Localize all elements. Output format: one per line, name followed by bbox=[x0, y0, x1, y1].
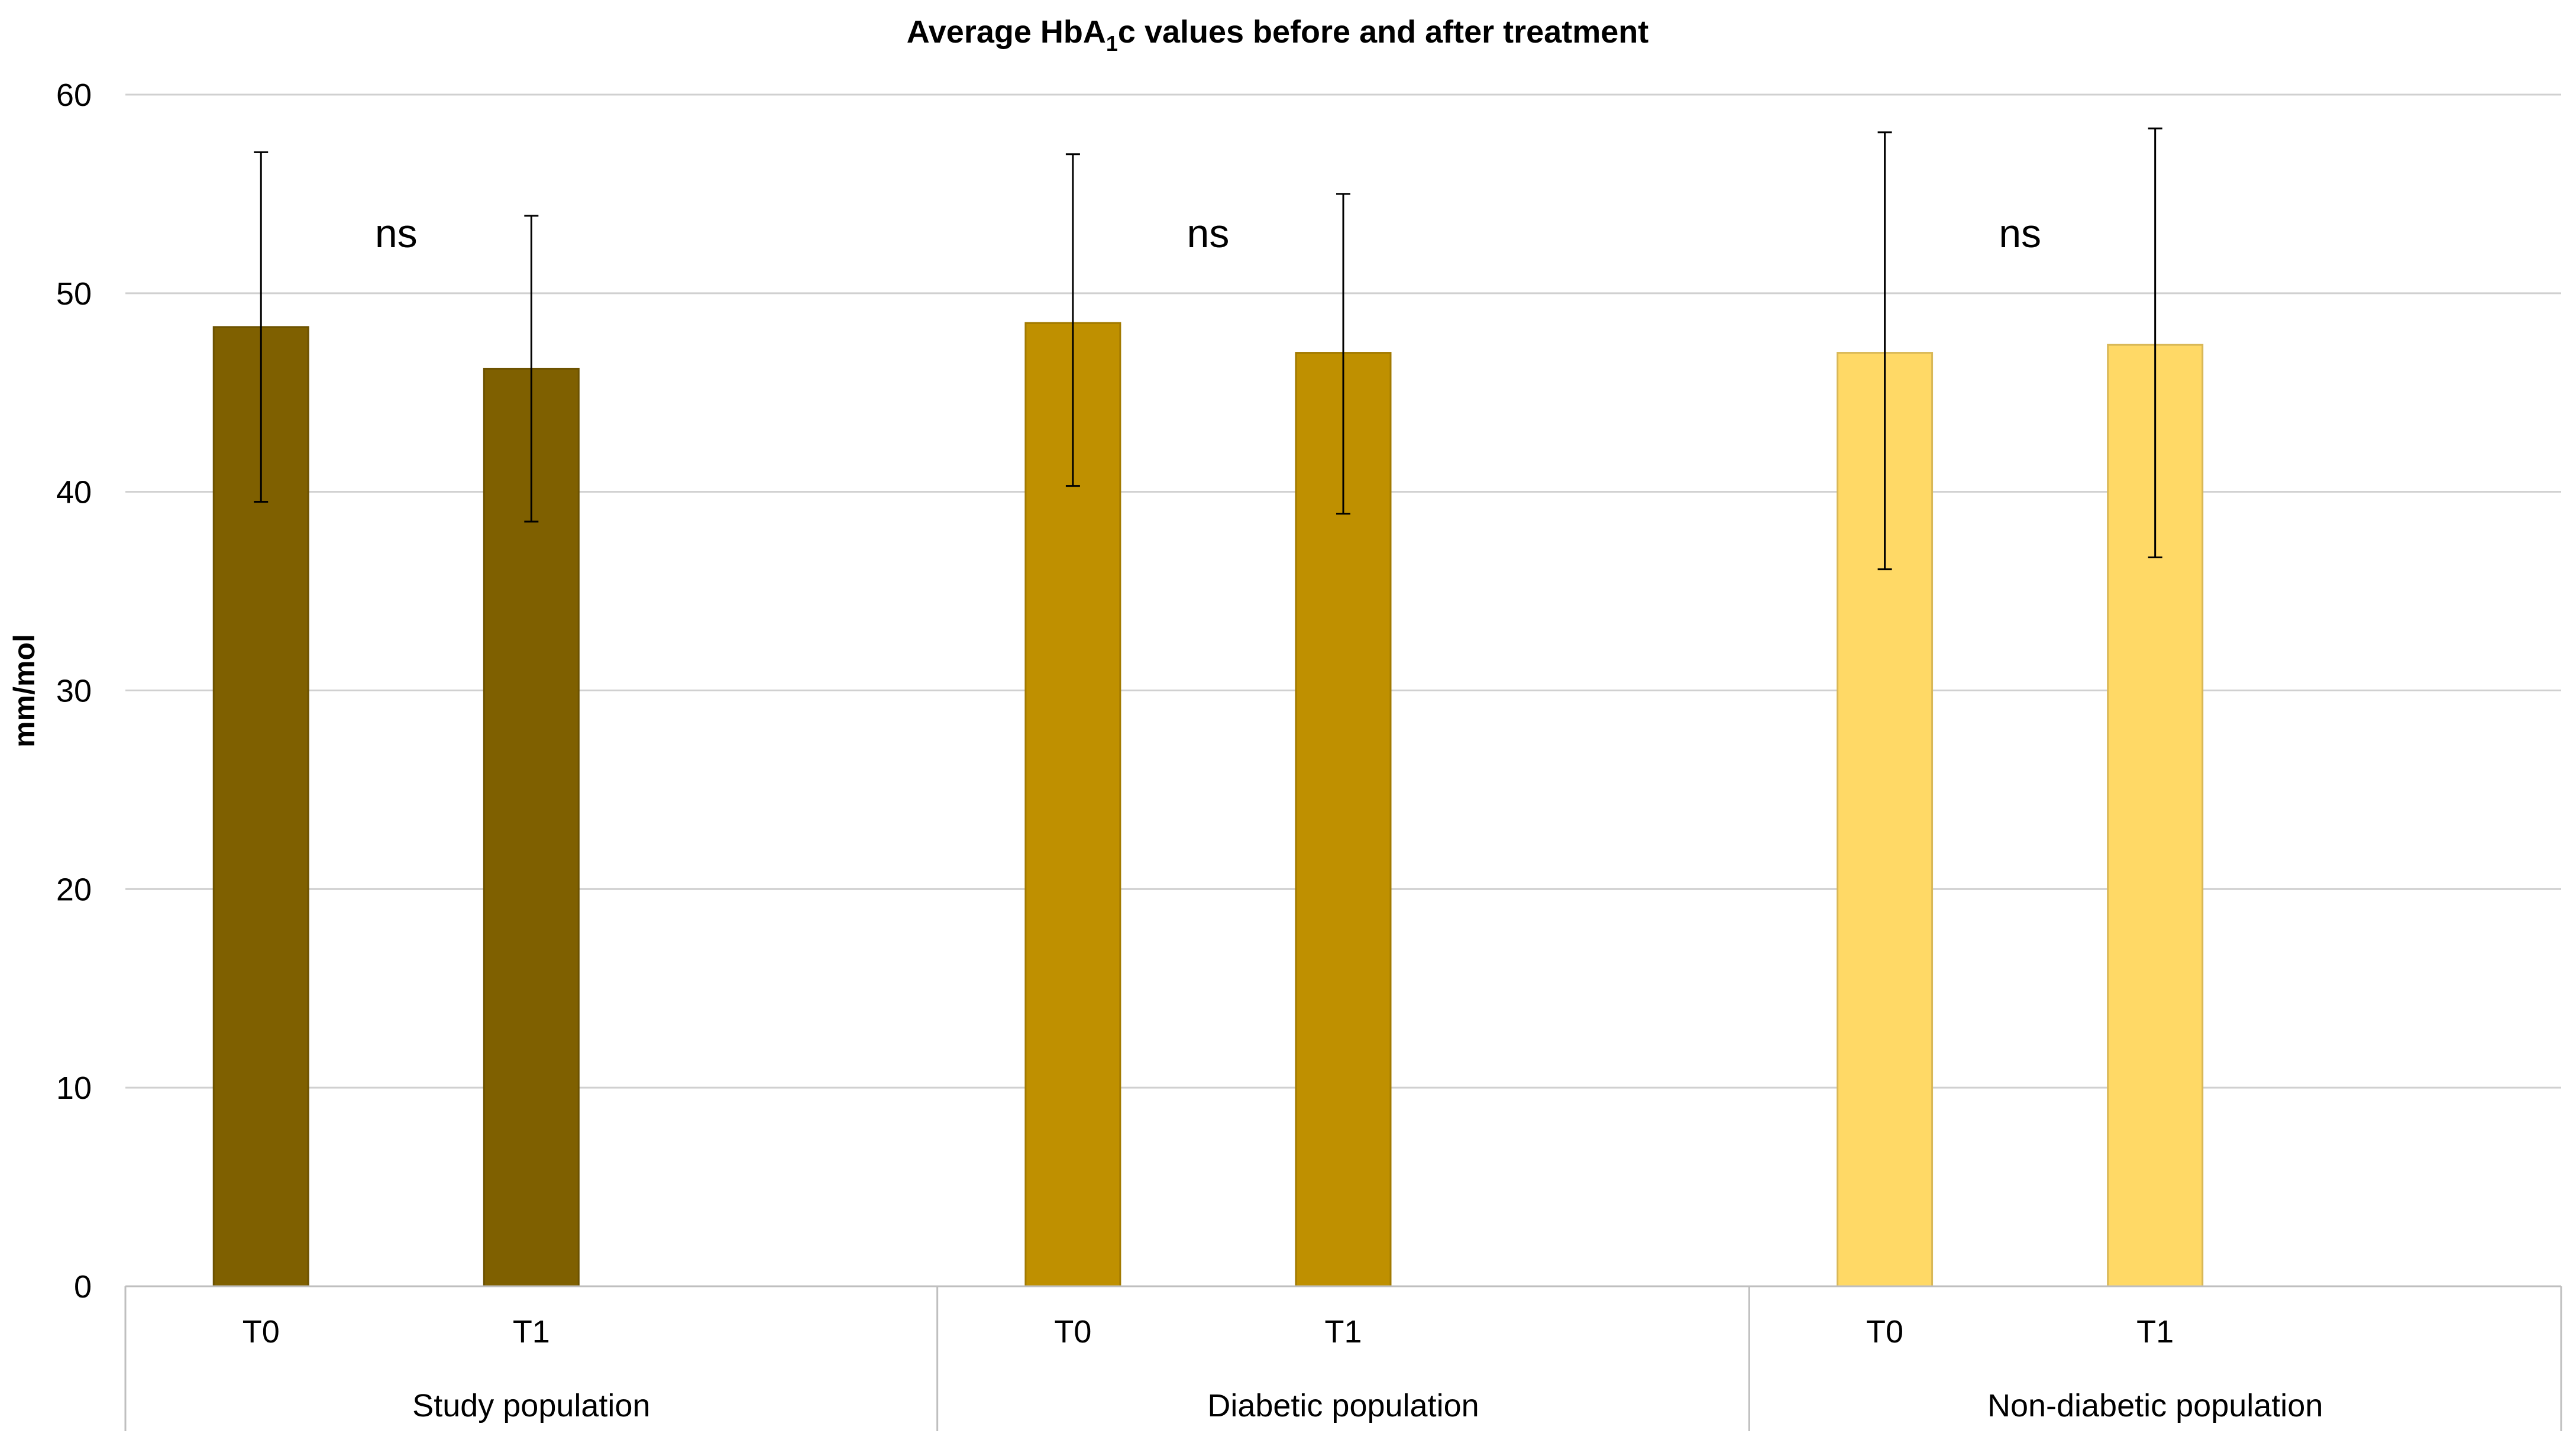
chart-title-suffix: c values before and after treatment bbox=[1118, 14, 1648, 50]
chart-title: Average HbA1c values before and after tr… bbox=[907, 14, 1648, 56]
y-tick-label: 30 bbox=[56, 674, 92, 709]
significance-label: ns bbox=[1999, 211, 2041, 256]
y-tick-label: 0 bbox=[74, 1269, 92, 1305]
y-axis-ticks: 0 10 20 30 40 50 60 bbox=[56, 77, 92, 1305]
significance-label: ns bbox=[375, 211, 418, 256]
error-bars bbox=[254, 127, 2162, 571]
group-label: Diabetic population bbox=[1207, 1388, 1479, 1423]
x-tick-label: T1 bbox=[1324, 1314, 1362, 1350]
x-tick-label: T1 bbox=[2136, 1314, 2174, 1350]
chart-title-prefix: Average HbA bbox=[907, 14, 1106, 50]
x-tick-label: T1 bbox=[513, 1314, 550, 1350]
group-label: Study population bbox=[412, 1388, 650, 1423]
x-tick-label: T0 bbox=[1866, 1314, 1903, 1350]
y-tick-label: 60 bbox=[56, 77, 92, 113]
significance-labels: ns ns ns bbox=[375, 211, 2041, 256]
chart-title-subscript: 1 bbox=[1106, 31, 1118, 56]
group-label: Non-diabetic population bbox=[1987, 1388, 2323, 1423]
bars bbox=[212, 322, 2204, 1287]
x-axis: T0 T1 Study population T0 T1 Diabetic populat… bbox=[124, 1285, 2562, 1431]
x-tick-label: T0 bbox=[243, 1314, 280, 1350]
y-tick-label: 50 bbox=[56, 276, 92, 312]
y-tick-label: 20 bbox=[56, 872, 92, 907]
y-tick-label: 40 bbox=[56, 475, 92, 510]
x-tick-label: T0 bbox=[1054, 1314, 1091, 1350]
y-axis-label: mm/mol bbox=[8, 634, 41, 748]
y-tick-label: 10 bbox=[56, 1070, 92, 1106]
significance-label: ns bbox=[1187, 211, 1230, 256]
